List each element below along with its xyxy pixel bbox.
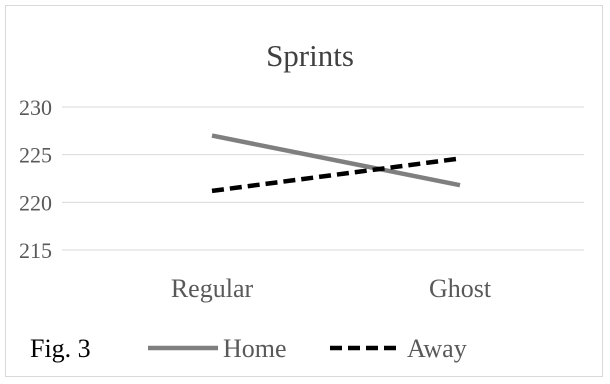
x-tick-label: Ghost [429, 274, 492, 303]
figure-caption: Fig. 3 [30, 334, 91, 363]
y-tick-label: 220 [19, 190, 52, 215]
y-tick-label: 215 [19, 238, 52, 263]
series-lines [211, 133, 461, 194]
y-tick-label: 225 [19, 143, 52, 168]
x-tick-label: Regular [171, 274, 254, 303]
legend: Fig. 3 Home Away [30, 334, 467, 363]
chart-title: Sprints [266, 38, 354, 73]
legend-label-home: Home [223, 334, 287, 363]
y-tick-label: 230 [19, 95, 52, 120]
chart-frame [5, 5, 603, 377]
gridlines [62, 106, 584, 251]
legend-label-away: Away [407, 334, 467, 363]
series-line-away [211, 156, 461, 194]
y-axis-ticks: 215 220 225 230 [19, 95, 52, 263]
series-line-home [211, 133, 461, 188]
x-axis-ticks: Regular Ghost [171, 274, 492, 303]
